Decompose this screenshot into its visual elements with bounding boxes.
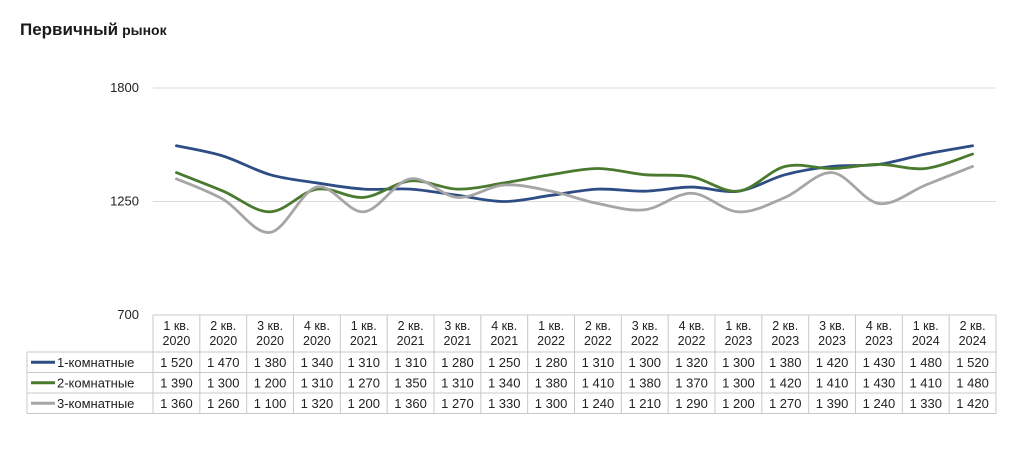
data-table-cell: 1 360	[394, 396, 427, 411]
data-table-cell: 1 280	[535, 355, 568, 370]
data-table-cell: 1 300	[535, 396, 568, 411]
x-tick-label: 4 кв. 2020	[303, 319, 331, 348]
chart-title-main: Первичный	[20, 20, 119, 39]
data-table-cell: 1 310	[582, 355, 615, 370]
data-table-cell: 1 300	[207, 375, 240, 390]
data-table-cell: 1 390	[160, 375, 193, 390]
y-tick-label: 700	[117, 307, 139, 322]
series-line-3	[175, 165, 974, 234]
data-table-cell: 1 290	[675, 396, 708, 411]
data-table-cell: 1 280	[441, 355, 474, 370]
data-table-cell: 1 300	[628, 355, 661, 370]
data-table-cell: 1 100	[254, 396, 287, 411]
data-table-cell: 1 270	[769, 396, 802, 411]
x-tick-label: 1 кв. 2022	[537, 319, 565, 348]
data-table-cell: 1 320	[301, 396, 334, 411]
data-table-cell: 1 270	[347, 375, 380, 390]
data-table-cell: 1 420	[769, 375, 802, 390]
data-table-cell: 1 240	[582, 396, 615, 411]
data-table-cell: 1 410	[582, 375, 615, 390]
x-tick-label: 3 кв. 2023	[818, 319, 846, 348]
data-table-cell: 1 520	[956, 355, 989, 370]
data-table-cell: 1 240	[863, 396, 896, 411]
y-tick-label: 1250	[110, 194, 139, 209]
data-table-cell: 1 420	[816, 355, 849, 370]
data-table-cell: 1 330	[909, 396, 942, 411]
data-table-cell: 1 310	[347, 355, 380, 370]
data-table-cell: 1 260	[207, 396, 240, 411]
data-table-cell: 1 430	[863, 355, 896, 370]
data-table-cell: 1 300	[722, 375, 755, 390]
chart-title-sub: рынок	[122, 22, 167, 38]
data-table-cell: 1 380	[628, 375, 661, 390]
data-table-cell: 1 320	[675, 355, 708, 370]
data-table-cell: 1 200	[347, 396, 380, 411]
x-tick-label: 4 кв. 2023	[865, 319, 893, 348]
data-table-cell: 1 430	[863, 375, 896, 390]
x-tick-label: 3 кв. 2022	[631, 319, 659, 348]
x-tick-label: 1 кв. 2021	[350, 319, 378, 348]
data-table-cell: 1 480	[956, 375, 989, 390]
legend-label: 1-комнатные	[57, 355, 134, 370]
x-tick-label: 2 кв. 2023	[771, 319, 799, 348]
data-table-cell: 1 310	[301, 375, 334, 390]
legend-label: 2-комнатные	[57, 375, 134, 390]
data-table-cell: 1 380	[769, 355, 802, 370]
data-table-cell: 1 330	[488, 396, 521, 411]
data-table-cell: 1 250	[488, 355, 521, 370]
x-tick-label: 2 кв. 2022	[584, 319, 612, 348]
x-tick-label: 2 кв. 2020	[209, 319, 237, 348]
legend-label: 3-комнатные	[57, 396, 134, 411]
data-table-cell: 1 380	[535, 375, 568, 390]
data-table-cell: 1 370	[675, 375, 708, 390]
x-tick-label: 3 кв. 2021	[444, 319, 472, 348]
data-table-cell: 1 360	[160, 396, 193, 411]
data-table-cell: 1 350	[394, 375, 427, 390]
series-line-1	[175, 144, 974, 203]
data-table-cell: 1 410	[816, 375, 849, 390]
data-table-cell: 1 410	[909, 375, 942, 390]
data-table-cell: 1 470	[207, 355, 240, 370]
data-table-cell: 1 310	[441, 375, 474, 390]
data-table-cell: 1 480	[909, 355, 942, 370]
data-table-cell: 1 200	[254, 375, 287, 390]
chart-title: Первичный рынок	[20, 20, 167, 40]
data-table-cell: 1 380	[254, 355, 287, 370]
x-tick-label: 2 кв. 2024	[959, 319, 987, 348]
data-table-cell: 1 270	[441, 396, 474, 411]
data-table-cell: 1 300	[722, 355, 755, 370]
y-tick-label: 1800	[110, 80, 139, 95]
data-table-cell: 1 420	[956, 396, 989, 411]
data-table-cell: 1 520	[160, 355, 193, 370]
x-tick-label: 4 кв. 2021	[490, 319, 518, 348]
data-table-cell: 1 310	[394, 355, 427, 370]
x-tick-label: 2 кв. 2021	[397, 319, 425, 348]
data-table-cell: 1 340	[488, 375, 521, 390]
data-table-cell: 1 200	[722, 396, 755, 411]
x-tick-label: 4 кв. 2022	[678, 319, 706, 348]
x-tick-label: 1 кв. 2020	[163, 319, 191, 348]
series-line-2	[175, 152, 974, 214]
data-table-cell: 1 210	[628, 396, 661, 411]
x-tick-label: 3 кв. 2020	[256, 319, 284, 348]
x-tick-label: 1 кв. 2024	[912, 319, 940, 348]
data-table-cell: 1 340	[301, 355, 334, 370]
data-table-cell: 1 390	[816, 396, 849, 411]
x-tick-label: 1 кв. 2023	[725, 319, 753, 348]
